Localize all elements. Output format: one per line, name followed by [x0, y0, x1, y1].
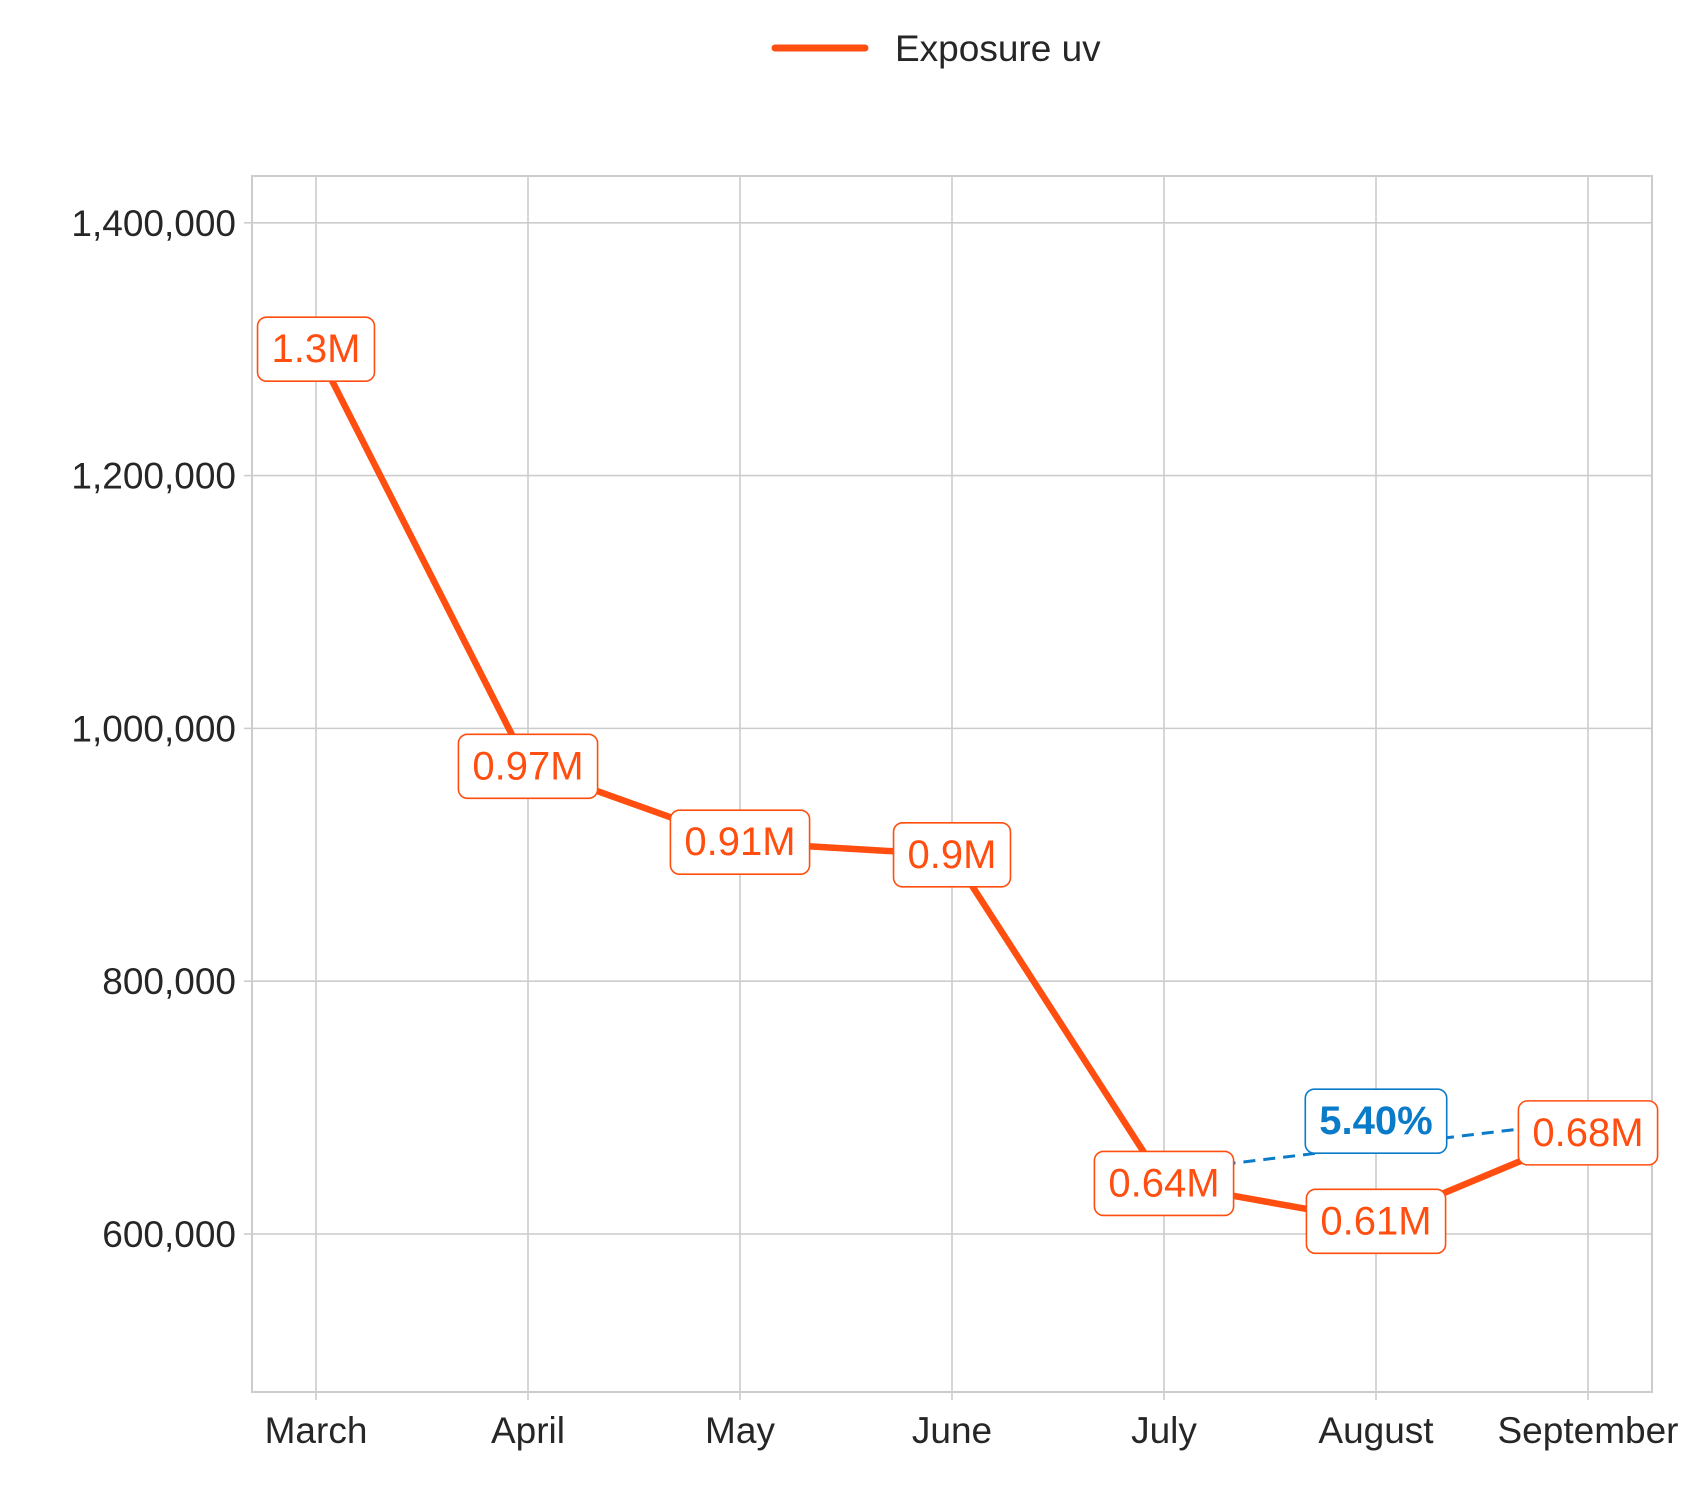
y-tick-label: 600,000 — [102, 1214, 236, 1255]
x-tick-label: May — [705, 1410, 775, 1451]
x-tick-label: September — [1498, 1410, 1679, 1451]
data-label-text: 0.64M — [1108, 1161, 1219, 1205]
data-label: 0.9M — [894, 823, 1011, 887]
data-label-text: 0.97M — [472, 744, 583, 788]
data-label: 0.68M — [1518, 1101, 1657, 1165]
data-label: 1.3M — [258, 317, 375, 381]
data-label-text: 0.61M — [1320, 1199, 1431, 1243]
x-tick-label: July — [1131, 1410, 1197, 1451]
legend: Exposure uv — [775, 28, 1101, 69]
data-label: 0.97M — [458, 734, 597, 798]
y-tick-label: 1,000,000 — [71, 708, 236, 749]
x-tick-label: April — [491, 1410, 565, 1451]
x-tick-label: March — [265, 1410, 368, 1451]
change-annotation-text: 5.40% — [1319, 1099, 1432, 1143]
y-tick-label: 800,000 — [102, 961, 236, 1002]
y-tick-label: 1,400,000 — [71, 203, 236, 244]
change-annotation: 5.40% — [1305, 1089, 1446, 1153]
legend-label: Exposure uv — [895, 28, 1101, 69]
data-label-text: 0.68M — [1532, 1111, 1643, 1155]
data-label: 0.61M — [1306, 1189, 1445, 1253]
data-label-text: 0.9M — [908, 833, 997, 877]
y-tick-label: 1,200,000 — [71, 456, 236, 497]
data-label: 0.64M — [1094, 1151, 1233, 1215]
x-tick-label: August — [1318, 1410, 1434, 1451]
data-label-text: 0.91M — [684, 820, 795, 864]
data-label-text: 1.3M — [272, 327, 361, 371]
data-label: 0.91M — [670, 810, 809, 874]
x-tick-label: June — [912, 1410, 992, 1451]
